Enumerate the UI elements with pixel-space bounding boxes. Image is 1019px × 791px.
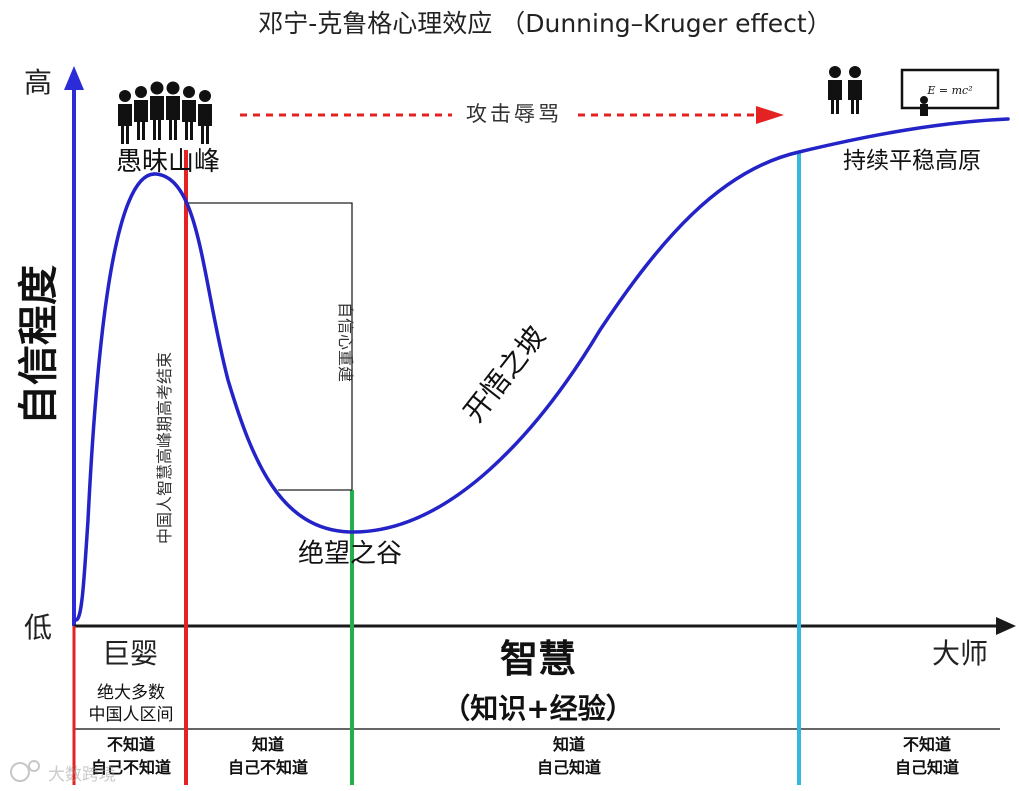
knowledge-level-1-line2: 自己不知道 <box>91 758 171 777</box>
y-axis-arrowhead <box>64 66 84 90</box>
majority-note-line2: 中国人区间 <box>89 705 174 725</box>
knowledge-level-4-line1: 不知道 <box>903 735 951 754</box>
formula-text: E = mc² <box>926 84 972 97</box>
y-axis-high-label: 高 <box>24 66 52 99</box>
x-axis-arrowhead <box>996 617 1016 635</box>
watermark-text: 大数跨境 <box>48 765 116 785</box>
students-icon <box>828 66 862 114</box>
watermark-logo-icon <box>10 762 30 782</box>
watermark: 大数跨境 <box>10 760 116 785</box>
knowledge-level-1: 不知道 自己不知道 <box>91 735 171 777</box>
crowd-icon <box>118 81 212 144</box>
diagram-title: 邓宁-克鲁格心理效应 （Dunning–Kruger effect） <box>258 9 831 38</box>
slope-label: 开悟之坡 <box>457 320 552 429</box>
attack-arrow-head <box>756 106 784 124</box>
x-axis-label: 智慧 <box>500 637 576 681</box>
knowledge-level-2-line2: 自己不知道 <box>228 758 308 777</box>
attack-label: 攻击辱骂 <box>466 102 562 126</box>
attack-label-bg <box>452 98 576 128</box>
valley-label: 绝望之谷 <box>298 539 402 569</box>
plateau-label: 持续平稳高原 <box>843 148 981 174</box>
rebuild-bracket <box>188 202 353 490</box>
majority-note-line1: 绝大多数 <box>97 683 165 703</box>
knowledge-level-2-line1: 知道 <box>252 735 284 754</box>
teacher-icon <box>920 96 928 116</box>
y-axis-label: 自信程度 <box>16 265 62 425</box>
y-axis-low-label: 低 <box>24 611 52 644</box>
knowledge-level-3-line2: 自己知道 <box>537 758 601 777</box>
x-axis-sublabel: （知识+经验） <box>442 692 633 725</box>
peak-label: 愚昧山峰 <box>116 147 220 177</box>
knowledge-level-2: 知道 自己不知道 <box>228 735 308 777</box>
rebuild-note: 自信心重建 <box>336 302 355 382</box>
exam-note: 中国人智慧高峰期高考结束 <box>155 352 174 544</box>
knowledge-level-4-line2: 自己知道 <box>895 758 959 777</box>
knowledge-level-3-line1: 知道 <box>553 735 585 754</box>
knowledge-level-4: 不知道 自己知道 <box>895 735 959 777</box>
x-axis-end-label: 大师 <box>932 637 988 670</box>
knowledge-level-3: 知道 自己知道 <box>537 735 601 777</box>
knowledge-level-1-line1: 不知道 <box>107 735 155 754</box>
confidence-curve <box>74 117 1010 622</box>
blackboard-icon: E = mc² <box>900 68 1000 116</box>
x-axis-start-label: 巨婴 <box>102 637 158 670</box>
